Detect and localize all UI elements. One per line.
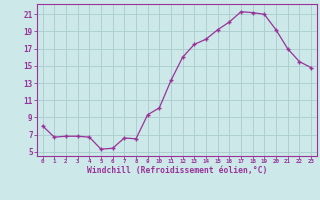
- X-axis label: Windchill (Refroidissement éolien,°C): Windchill (Refroidissement éolien,°C): [87, 166, 267, 175]
